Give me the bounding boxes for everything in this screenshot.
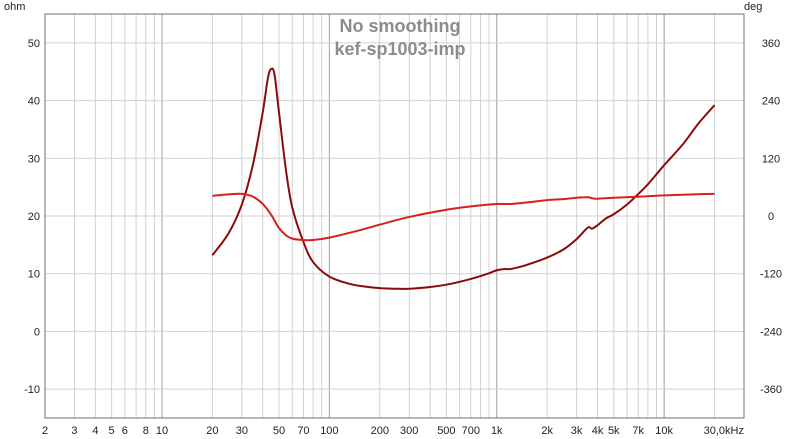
y-right-tick-label: 120 xyxy=(762,153,780,165)
x-tick-label: 3 xyxy=(71,425,77,437)
plot-frame xyxy=(44,13,745,419)
x-tick-label: 700 xyxy=(462,425,480,437)
x-tick-label: 30 xyxy=(236,425,248,437)
y-right-tick-label: -240 xyxy=(760,326,782,338)
y-right-tick-label: 0 xyxy=(768,211,774,223)
x-tick-label: 5k xyxy=(608,425,620,437)
y-left-tick-label: 50 xyxy=(28,38,40,50)
y-right-tick-label: -360 xyxy=(760,384,782,396)
x-tick-label: 2k xyxy=(541,425,553,437)
grid xyxy=(44,14,745,418)
chart-title: No smoothing xyxy=(340,16,461,36)
x-tick-label: 30,0kHz xyxy=(704,425,744,437)
y-left-tick-label: 0 xyxy=(34,326,40,338)
x-tick-label: 7k xyxy=(632,425,644,437)
y-right-tick-label: 240 xyxy=(762,96,780,108)
x-tick-label: 500 xyxy=(437,425,455,437)
y-left-tick-label: 30 xyxy=(28,153,40,165)
x-tick-label: 1k xyxy=(491,425,503,437)
x-tick-label: 8 xyxy=(143,425,149,437)
x-tick-label: 4 xyxy=(92,425,98,437)
x-tick-label: 50 xyxy=(273,425,285,437)
x-tick-label: 10 xyxy=(156,425,168,437)
x-tick-label: 100 xyxy=(320,425,338,437)
x-tick-label: 70 xyxy=(297,425,309,437)
y-right-axis-ticks: -360 -240 -120 0 120 240 360 xyxy=(760,38,782,396)
x-tick-label: 5 xyxy=(109,425,115,437)
y-right-tick-label: 360 xyxy=(762,38,780,50)
y-left-axis-ticks: -10 0 10 20 30 40 50 xyxy=(24,38,40,396)
x-tick-label: 3k xyxy=(571,425,583,437)
x-tick-label: 200 xyxy=(371,425,389,437)
chart-subtitle: kef-sp1003-imp xyxy=(334,39,465,59)
impedance-phase-line xyxy=(212,192,715,242)
x-tick-label: 4k xyxy=(592,425,604,437)
y-right-tick-label: -120 xyxy=(760,269,782,281)
y-left-tick-label: 40 xyxy=(28,96,40,108)
y-left-tick-label: 20 xyxy=(28,211,40,223)
impedance-magnitude-line xyxy=(211,67,716,290)
y-left-tick-label: -10 xyxy=(24,384,40,396)
x-tick-label: 20 xyxy=(206,425,218,437)
x-tick-label: 10k xyxy=(655,425,673,437)
x-tick-label: 2 xyxy=(42,425,48,437)
y-left-unit-label: ohm xyxy=(4,1,25,13)
x-axis-ticks: 2 3 4 5 6 8 10 20 30 50 70 100 200 300 500 700 1k 2k 3k 4k 5… xyxy=(42,425,744,437)
x-tick-label: 6 xyxy=(122,425,128,437)
series xyxy=(211,67,716,290)
y-left-tick-label: 10 xyxy=(28,269,40,281)
y-right-unit-label: deg xyxy=(744,1,762,13)
x-tick-label: 300 xyxy=(400,425,418,437)
